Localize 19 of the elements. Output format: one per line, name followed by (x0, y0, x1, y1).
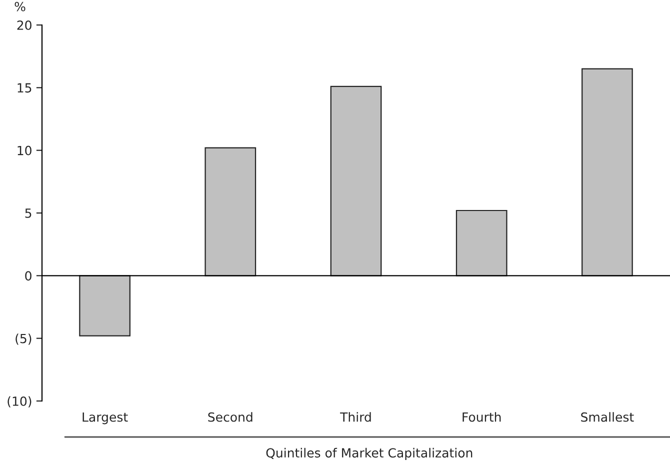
y-tick-label: 0 (25, 271, 32, 281)
bar (456, 210, 508, 276)
x-tick-label: Largest (82, 412, 128, 424)
y-tick-label: (5) (16, 334, 32, 345)
bar (79, 275, 130, 336)
x-tick-label: Second (208, 412, 252, 422)
y-axis-title: % (14, 2, 26, 12)
bar (204, 147, 256, 276)
x-tick-label: Smallest (581, 412, 634, 422)
y-tick-label: 10 (18, 146, 32, 156)
y-tick-label: (10) (8, 396, 32, 408)
bar (330, 86, 382, 276)
y-tick-label: 15 (18, 83, 32, 93)
bar (582, 68, 633, 276)
x-axis-title: Quintiles of Market Capitalization (266, 448, 472, 460)
x-tick-label: Fourth (462, 412, 501, 422)
y-tick-label: 20 (17, 20, 32, 30)
y-tick-label: 5 (25, 208, 32, 218)
x-tick-label: Third (340, 412, 371, 422)
